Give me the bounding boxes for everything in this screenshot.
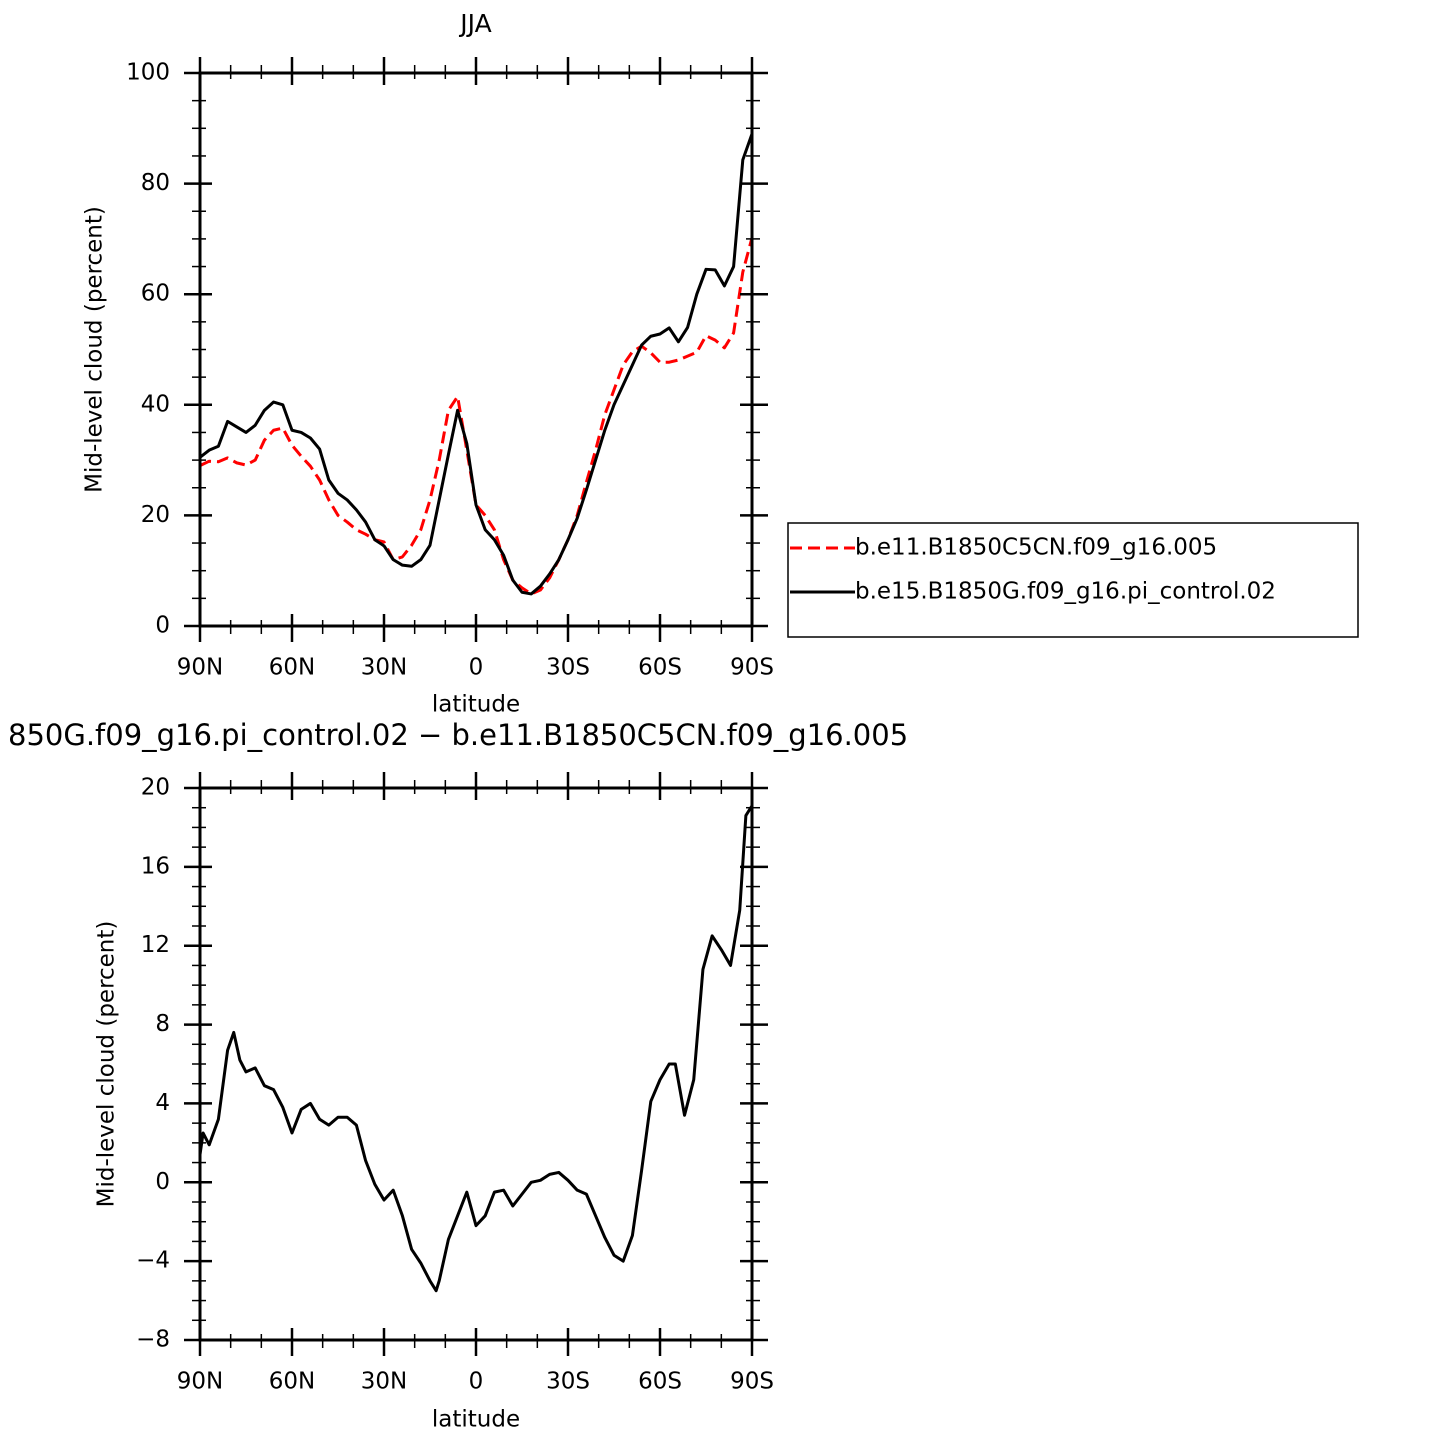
y-tick-label: 4 <box>155 1090 170 1116</box>
x-tick-label: 30S <box>546 655 590 681</box>
x-tick-label: 60S <box>638 655 682 681</box>
y-tick-label: 20 <box>141 775 170 801</box>
x-tick-label: 30N <box>361 655 407 681</box>
y-axis-label: Mid-level cloud (percent) <box>94 921 120 1208</box>
y-tick-label: −4 <box>136 1248 170 1274</box>
legend-label: b.e11.B1850C5CN.f09_g16.005 <box>855 535 1217 561</box>
y-tick-label: 40 <box>141 391 170 417</box>
series-line <box>198 804 754 1293</box>
chart-title: JJA <box>458 9 491 38</box>
x-tick-label: 30N <box>361 1369 407 1395</box>
legend-label: b.e15.B1850G.f09_g16.pi_control.02 <box>855 579 1276 605</box>
x-axis-label: latitude <box>432 1407 520 1433</box>
x-tick-label: 30S <box>546 1369 590 1395</box>
x-tick-label: 90N <box>177 1369 223 1395</box>
legend-box <box>787 522 1359 638</box>
y-tick-label: −8 <box>136 1327 170 1353</box>
series-line <box>199 133 754 596</box>
y-axis-label: Mid-level cloud (percent) <box>82 206 108 493</box>
y-tick-label: 80 <box>141 170 170 196</box>
x-tick-label: 0 <box>469 1369 484 1395</box>
x-tick-label: 90N <box>177 655 223 681</box>
y-tick-label: 60 <box>141 281 170 307</box>
x-tick-label: 60N <box>269 655 315 681</box>
y-tick-label: 100 <box>126 60 170 86</box>
x-tick-label: 60S <box>638 1369 682 1395</box>
x-tick-label: 90S <box>730 655 774 681</box>
y-tick-label: 16 <box>141 853 170 879</box>
series-line <box>199 237 754 596</box>
x-tick-label: 0 <box>469 655 484 681</box>
x-tick-label: 60N <box>269 1369 315 1395</box>
y-tick-label: 20 <box>141 502 170 528</box>
y-tick-label: 0 <box>155 613 170 639</box>
chart-title: 850G.f09_g16.pi_control.02 − b.e11.B1850… <box>8 718 908 752</box>
x-tick-label: 90S <box>730 1369 774 1395</box>
y-tick-label: 0 <box>155 1169 170 1195</box>
x-axis-label: latitude <box>432 692 520 718</box>
plot-frame <box>198 71 754 628</box>
y-tick-label: 8 <box>155 1011 170 1037</box>
y-tick-label: 12 <box>141 932 170 958</box>
